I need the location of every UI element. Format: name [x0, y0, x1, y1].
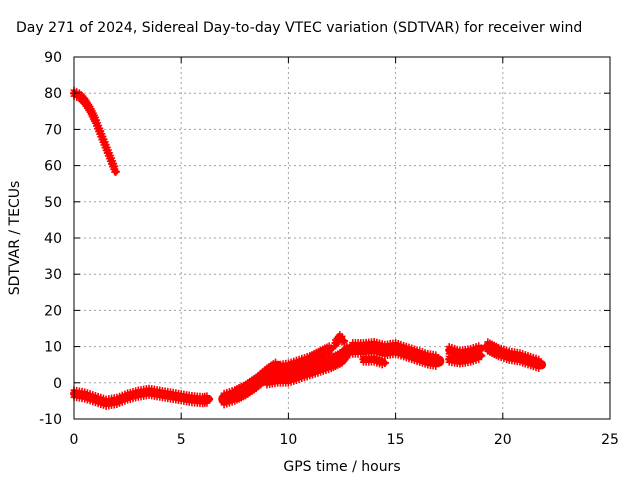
data-point: [477, 351, 486, 360]
data-point: [91, 116, 100, 125]
data-point: [466, 355, 475, 364]
data-point: [327, 344, 336, 353]
data-point: [100, 138, 109, 147]
series-plateau-c: [389, 339, 445, 370]
y-tick-label: 0: [53, 376, 62, 392]
data-point: [335, 333, 344, 342]
data-point: [340, 337, 349, 346]
y-axis-label: SDTVAR / TECUs: [7, 181, 23, 296]
data-point: [187, 395, 196, 404]
data-point: [104, 148, 113, 157]
x-axis-label: GPS time / hours: [283, 459, 400, 475]
data-point: [205, 395, 214, 404]
data-point: [86, 105, 95, 114]
y-tick-label: 40: [44, 231, 62, 247]
data-point: [380, 358, 389, 367]
data-point: [252, 378, 261, 387]
axis-ticks: 0 5 10 15 20 25 -10 0 10 20 30 40 50 60 70 80 90: [39, 50, 619, 448]
data-point: [483, 342, 492, 351]
data-point: [262, 375, 271, 384]
data-point: [515, 353, 524, 362]
x-tick-label: 15: [387, 432, 405, 448]
data-point: [305, 366, 314, 375]
series-early-arc: [70, 86, 120, 176]
data-point: [155, 389, 164, 398]
data-point: [380, 346, 389, 355]
y-tick-label: 10: [44, 340, 62, 356]
data-points: [70, 86, 547, 410]
data-point: [402, 348, 411, 357]
data-point: [295, 369, 304, 378]
y-tick-label: 20: [44, 303, 62, 319]
x-tick-label: 25: [601, 432, 619, 448]
data-point: [80, 391, 89, 400]
data-point: [370, 355, 379, 364]
y-tick-label: 60: [44, 159, 62, 175]
data-point: [134, 389, 143, 398]
grid: [74, 57, 610, 419]
x-tick-label: 0: [70, 432, 79, 448]
data-point: [359, 355, 368, 364]
data-point: [230, 391, 239, 400]
data-point: [391, 344, 400, 353]
series-rise-c: [261, 342, 355, 389]
chart-title: Day 271 of 2024, Sidereal Day-to-day VTE…: [16, 20, 582, 36]
y-tick-label: 80: [44, 86, 62, 102]
data-point: [166, 391, 175, 400]
data-point: [331, 338, 340, 347]
data-point: [273, 373, 282, 382]
data-point: [537, 360, 546, 369]
data-point: [316, 349, 325, 358]
series-low-band: [70, 384, 214, 410]
data-point: [177, 393, 186, 402]
data-point: [423, 355, 432, 364]
y-tick-label: 30: [44, 267, 62, 283]
data-point: [413, 351, 422, 360]
data-point: [241, 386, 250, 395]
data-point: [445, 355, 454, 364]
data-point: [95, 127, 104, 136]
series-plateau-b: [359, 352, 389, 369]
data-point: [198, 396, 207, 405]
data-point: [359, 344, 368, 353]
x-tick-label: 20: [494, 432, 512, 448]
series-late-tail: [483, 338, 547, 373]
data-point: [316, 362, 325, 371]
data-point: [338, 353, 346, 362]
data-point: [526, 357, 535, 366]
data-point: [111, 167, 120, 176]
data-point: [123, 392, 132, 401]
data-point: [284, 373, 293, 382]
x-tick-label: 5: [177, 432, 186, 448]
data-point: [434, 357, 443, 366]
data-point: [370, 343, 379, 352]
data-point: [455, 357, 464, 366]
data-point: [102, 398, 111, 407]
data-point: [91, 395, 100, 404]
series-spike: [331, 331, 349, 350]
data-point: [112, 396, 121, 405]
x-tick-label: 10: [279, 432, 297, 448]
series-plateau-e: [445, 350, 486, 368]
series-markers: [484, 338, 545, 373]
data-point: [220, 395, 229, 404]
data-point: [348, 344, 357, 353]
y-tick-label: 90: [44, 50, 62, 66]
data-point: [80, 97, 89, 106]
y-tick-label: -10: [39, 412, 62, 428]
data-point: [108, 159, 117, 168]
data-point: [505, 351, 514, 360]
data-point: [494, 348, 503, 357]
data-point: [327, 358, 336, 367]
y-tick-label: 70: [44, 122, 62, 138]
y-tick-label: 50: [44, 195, 62, 211]
data-point: [145, 387, 154, 396]
